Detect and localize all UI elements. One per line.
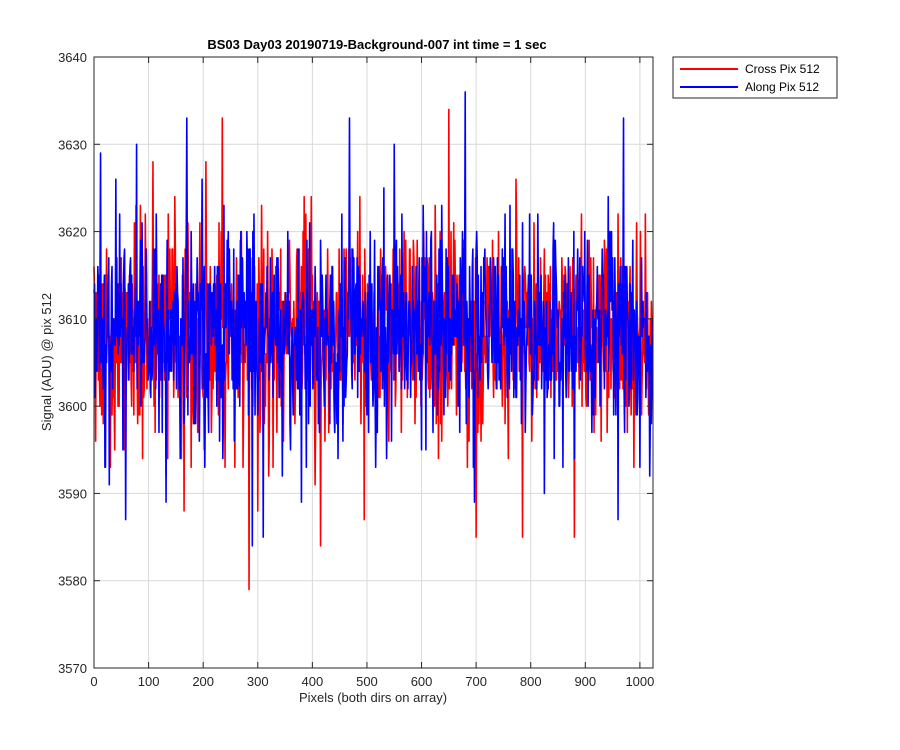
x-tick-label: 300: [247, 674, 269, 689]
y-tick-label: 3570: [58, 661, 87, 676]
x-tick-label: 1000: [625, 674, 654, 689]
x-tick-label: 800: [520, 674, 542, 689]
axes-box: [93, 56, 654, 669]
x-tick-label: 400: [302, 674, 324, 689]
y-tick-label: 3630: [58, 137, 87, 152]
chart-title: BS03 Day03 20190719-Background-007 int t…: [207, 37, 546, 52]
x-tick-label: 200: [192, 674, 214, 689]
series-layer: [93, 91, 654, 591]
legend-box: [672, 56, 838, 99]
x-tick-label: 0: [90, 674, 97, 689]
y-tick-label: 3580: [58, 574, 87, 589]
x-axis-label: Pixels (both dirs on array): [299, 690, 447, 705]
y-tick-labels: 3570 3580 3590 3600 3610 3620 3630 3640: [58, 50, 87, 676]
y-axis-label: Signal (ADU) @ pix 512: [39, 293, 54, 431]
x-tick-label: 100: [138, 674, 160, 689]
x-tick-label: 900: [574, 674, 596, 689]
legend-label-cross-pix: Cross Pix 512: [745, 62, 820, 76]
x-tick-label: 600: [411, 674, 433, 689]
y-tick-label: 3610: [58, 312, 87, 327]
legend-label-along-pix: Along Pix 512: [745, 80, 819, 94]
axis-ticks: [93, 56, 653, 669]
x-tick-label: 500: [356, 674, 378, 689]
y-tick-label: 3640: [58, 50, 87, 65]
x-tick-labels: 0 100 200 300 400 500 600 700 800 900 1000: [90, 674, 654, 689]
x-tick-label: 700: [465, 674, 487, 689]
y-tick-label: 3620: [58, 225, 87, 240]
series-line-along-pix: [93, 91, 654, 547]
y-tick-label: 3590: [58, 486, 87, 501]
legend: Cross Pix 512 Along Pix 512: [672, 56, 838, 99]
y-tick-label: 3600: [58, 399, 87, 414]
